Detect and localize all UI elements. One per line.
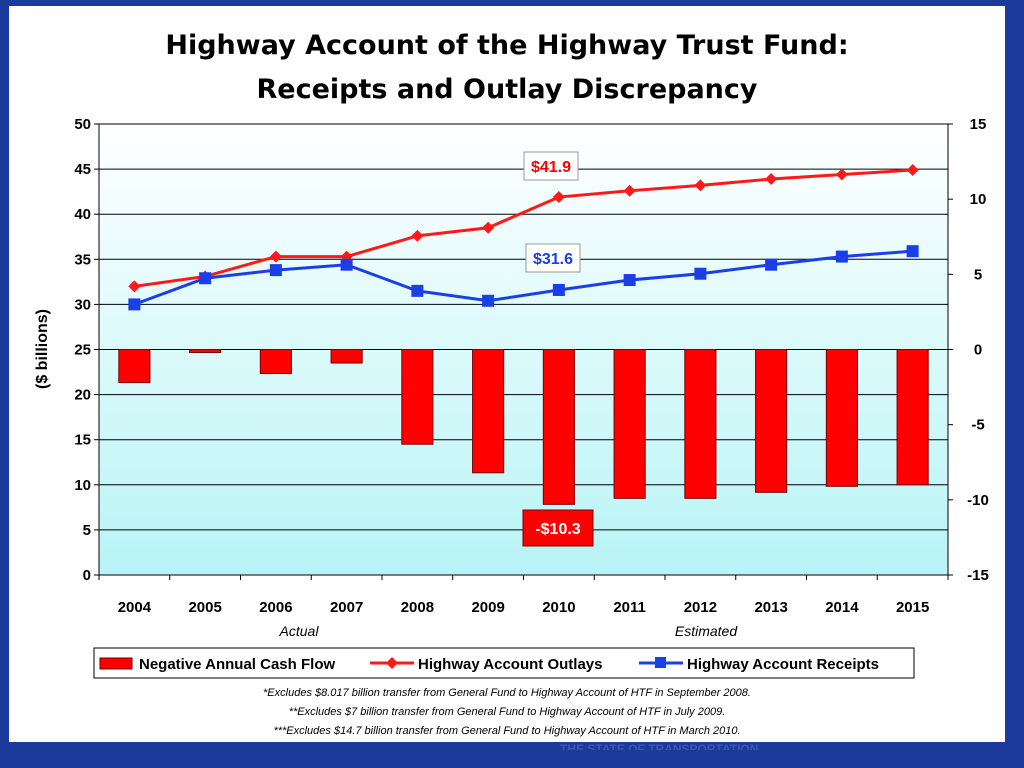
point-outlays	[694, 179, 707, 192]
line-series	[128, 164, 919, 311]
point-receipts	[623, 274, 636, 287]
point-receipts	[835, 250, 848, 263]
legend-label-outlays: Highway Account Outlays	[418, 656, 602, 673]
legend-marker-outlays	[386, 657, 398, 669]
callout-cashflow-box	[522, 509, 594, 547]
chart-title-line1: Highway Account of the Highway Trust Fun…	[165, 30, 848, 61]
left-axis-tick-label: 10	[74, 477, 91, 494]
point-receipts	[765, 258, 778, 271]
footnote-1: *Excludes $8.017 billion transfer from G…	[263, 687, 751, 699]
period-label-estimated: Estimated	[675, 623, 738, 639]
point-receipts	[552, 283, 565, 296]
legend-swatch-bar	[99, 657, 133, 670]
left-axis-tick-label: 35	[74, 251, 91, 268]
point-outlays	[128, 280, 141, 293]
right-axis-tick-label: 5	[974, 266, 982, 283]
left-axis-tick-label: 25	[74, 342, 91, 359]
right-axis-tick-label: 0	[974, 342, 982, 359]
chart-title-line2: Receipts and Outlay Discrepancy	[256, 74, 757, 105]
chart-frame: Highway Account of the Highway Trust Fun…	[9, 6, 1005, 742]
right-axis-tick-label: -10	[967, 492, 989, 509]
x-axis-tick-label: 2011	[613, 599, 646, 616]
bars-negative-cash-flow	[118, 349, 929, 505]
point-outlays	[269, 250, 282, 263]
point-outlays	[906, 164, 919, 177]
bar-negative-cash-flow	[755, 349, 788, 493]
x-axis-tick-label: 2008	[401, 599, 434, 616]
period-label-actual: Actual	[279, 623, 320, 639]
left-axis-tick-label: 50	[74, 116, 91, 133]
left-axis-tick-label: 0	[83, 567, 91, 584]
point-outlays	[835, 168, 848, 181]
legend-box	[93, 647, 915, 679]
callout-cashflow-text: -$10.3	[535, 521, 580, 538]
legend-label-receipts: Highway Account Receipts	[687, 656, 879, 673]
point-receipts	[269, 264, 282, 277]
callout-receipt-box	[525, 243, 581, 273]
left-axis-tick-label: 40	[74, 206, 91, 223]
footnote-2: **Excludes $7 billion transfer from Gene…	[289, 706, 726, 718]
left-axis-tick-label: 15	[74, 432, 91, 449]
right-axis-tick-label: 10	[970, 191, 987, 208]
line-receipts	[133, 249, 913, 306]
x-axis-tick-label: 2005	[188, 599, 221, 616]
x-axis-tick-label: 2004	[118, 599, 152, 616]
x-axis-tick-label: 2015	[896, 599, 929, 616]
x-axis-tick-label: 2006	[259, 599, 292, 616]
point-receipts	[199, 272, 212, 285]
left-axis-tick-label: 45	[74, 161, 91, 178]
left-axis-tick-label: 20	[74, 387, 91, 404]
x-axis-tick-label: 2010	[542, 599, 575, 616]
bar-negative-cash-flow	[684, 349, 717, 499]
point-outlays	[482, 221, 495, 234]
callout-receipt-text: $31.6	[533, 251, 573, 268]
y-axis-label: ($ billions)	[34, 309, 51, 389]
x-axis-tick-label: 2009	[471, 599, 504, 616]
bar-negative-cash-flow	[472, 349, 505, 474]
right-axis-tick-label: 15	[970, 116, 987, 133]
slide-footer-text: THE STATE OF TRANSPORTATION	[560, 742, 759, 750]
bar-negative-cash-flow	[118, 349, 151, 384]
bar-negative-cash-flow	[330, 349, 363, 364]
point-outlays	[552, 191, 565, 204]
right-axis-tick-label: -5	[971, 417, 984, 434]
point-outlays	[411, 229, 424, 242]
chart-svg: Highway Account of the Highway Trust Fun…	[34, 30, 989, 737]
point-receipts	[906, 245, 919, 258]
footnote-3: ***Excludes $14.7 billion transfer from …	[273, 725, 740, 737]
x-axis-tick-label: 2007	[330, 599, 363, 616]
point-receipts	[482, 294, 495, 307]
point-outlays	[765, 173, 778, 186]
bar-negative-cash-flow	[825, 349, 858, 487]
bar-negative-cash-flow	[401, 349, 434, 445]
bar-negative-cash-flow	[896, 349, 929, 486]
legend: Negative Annual Cash Flow Highway Accoun…	[93, 647, 915, 679]
axes: 0 5 10 15 20 25 30 35 40 45 50 -15 -10 -5 0 5 10 15 2004 20…	[74, 116, 989, 616]
line-outlays	[134, 168, 913, 288]
right-axis-tick-label: -15	[967, 567, 989, 584]
x-axis-tick-label: 2013	[754, 599, 787, 616]
bar-negative-cash-flow	[613, 349, 646, 499]
legend-marker-receipts	[655, 657, 666, 668]
left-axis-tick-label: 30	[74, 296, 91, 313]
callout-outlay-box	[523, 151, 579, 181]
bar-negative-cash-flow	[189, 349, 222, 354]
bar-negative-cash-flow	[542, 349, 575, 505]
point-outlays	[623, 184, 636, 197]
left-axis-tick-label: 5	[83, 522, 91, 539]
point-receipts	[411, 284, 424, 297]
bar-negative-cash-flow	[259, 349, 292, 375]
x-axis-tick-label: 2012	[684, 599, 717, 616]
point-receipts	[340, 258, 353, 271]
point-receipts	[694, 267, 707, 280]
callout-outlay-text: $41.9	[531, 159, 571, 176]
legend-label-cash-flow: Negative Annual Cash Flow	[139, 656, 335, 673]
x-axis-tick-label: 2014	[825, 599, 859, 616]
point-receipts	[128, 298, 141, 311]
callouts: $41.9 $31.6 -$10.3	[522, 151, 594, 547]
